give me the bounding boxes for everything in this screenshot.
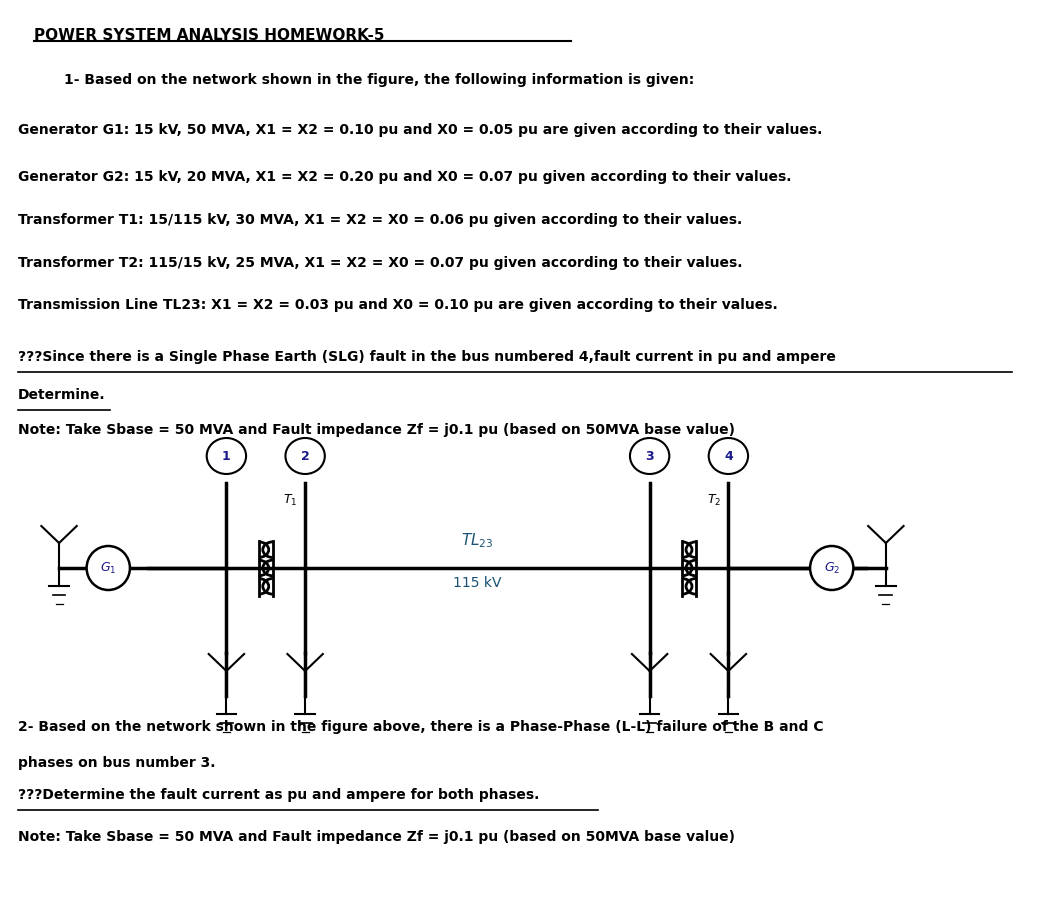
Text: phases on bus number 3.: phases on bus number 3. (18, 756, 216, 770)
Text: POWER SYSTEM ANALYSIS HOMEWORK-5: POWER SYSTEM ANALYSIS HOMEWORK-5 (35, 28, 385, 43)
Text: $TL_{23}$: $TL_{23}$ (461, 531, 493, 550)
Text: Note: Take Sbase = 50 MVA and Fault impedance Zf = j0.1 pu (based on 50MVA base : Note: Take Sbase = 50 MVA and Fault impe… (18, 423, 734, 437)
Text: Note: Take Sbase = 50 MVA and Fault impedance Zf = j0.1 pu (based on 50MVA base : Note: Take Sbase = 50 MVA and Fault impe… (18, 830, 734, 844)
Text: $G_2$: $G_2$ (824, 560, 839, 576)
Text: $T_2$: $T_2$ (707, 493, 721, 508)
Text: 2: 2 (301, 449, 309, 462)
Ellipse shape (206, 438, 246, 474)
Text: $T_1$: $T_1$ (283, 493, 298, 508)
Text: Determine.: Determine. (18, 388, 105, 402)
Text: 3: 3 (645, 449, 654, 462)
Text: $G_1$: $G_1$ (100, 560, 117, 576)
Text: 4: 4 (724, 449, 733, 462)
Text: Transformer T1: 15/115 kV, 30 MVA, X1 = X2 = X0 = 0.06 pu given according to the: Transformer T1: 15/115 kV, 30 MVA, X1 = … (18, 213, 742, 227)
Text: 1: 1 (222, 449, 230, 462)
Text: Generator G2: 15 kV, 20 MVA, X1 = X2 = 0.20 pu and X0 = 0.07 pu given according : Generator G2: 15 kV, 20 MVA, X1 = X2 = 0… (18, 170, 791, 184)
Text: 1- Based on the network shown in the figure, the following information is given:: 1- Based on the network shown in the fig… (64, 73, 694, 87)
Text: ???Determine the fault current as pu and ampere for both phases.: ???Determine the fault current as pu and… (18, 788, 539, 802)
Ellipse shape (285, 438, 325, 474)
Text: 115 kV: 115 kV (453, 576, 502, 590)
Text: 2- Based on the network shown in the figure above, there is a Phase-Phase (L-L) : 2- Based on the network shown in the fig… (18, 720, 824, 734)
Text: Transformer T2: 115/15 kV, 25 MVA, X1 = X2 = X0 = 0.07 pu given according to the: Transformer T2: 115/15 kV, 25 MVA, X1 = … (18, 256, 743, 270)
Ellipse shape (630, 438, 669, 474)
Circle shape (810, 546, 853, 590)
Text: Transmission Line TL23: X1 = X2 = 0.03 pu and X0 = 0.10 pu are given according t: Transmission Line TL23: X1 = X2 = 0.03 p… (18, 298, 777, 312)
Ellipse shape (709, 438, 748, 474)
Text: Generator G1: 15 kV, 50 MVA, X1 = X2 = 0.10 pu and X0 = 0.05 pu are given accord: Generator G1: 15 kV, 50 MVA, X1 = X2 = 0… (18, 123, 822, 137)
Circle shape (86, 546, 130, 590)
Text: ???Since there is a Single Phase Earth (SLG) fault in the bus numbered 4,fault c: ???Since there is a Single Phase Earth (… (18, 350, 835, 364)
